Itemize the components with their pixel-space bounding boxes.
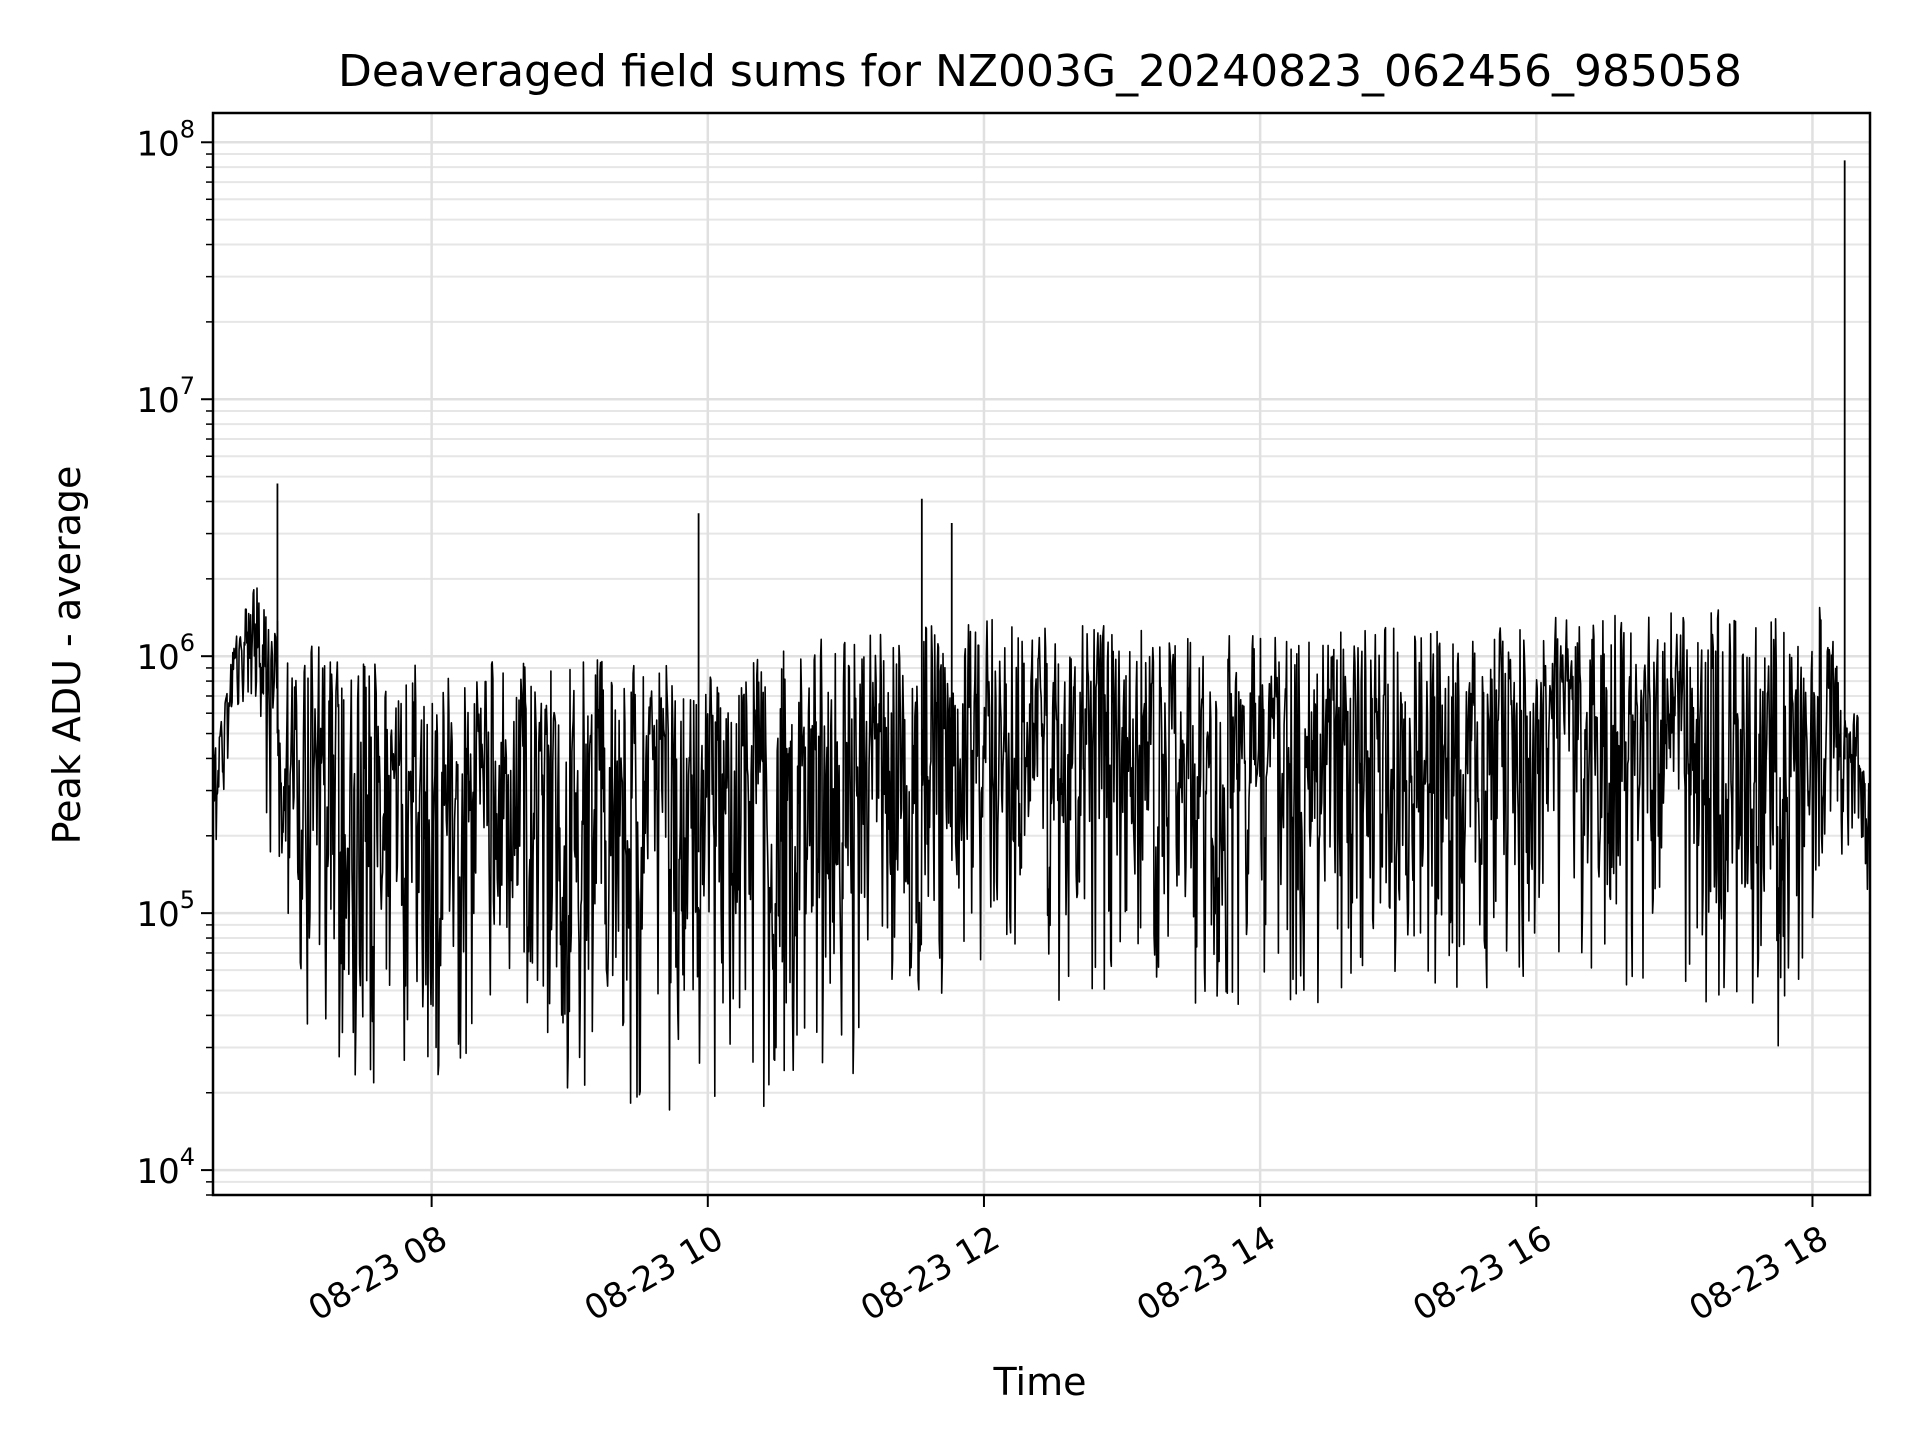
- y-tick-label: 104: [136, 1143, 195, 1192]
- y-tick-label: 106: [136, 629, 195, 678]
- x-tick-label: 08-23 08: [302, 1218, 454, 1329]
- data-series: [212, 160, 1871, 1111]
- x-tick-label: 08-23 10: [578, 1218, 730, 1329]
- series-line: [212, 587, 1871, 1111]
- x-axis-label: Time: [993, 1360, 1087, 1404]
- x-tick-label: 08-23 12: [854, 1218, 1006, 1329]
- x-tick-label: 08-23 16: [1406, 1218, 1558, 1329]
- y-tick-label: 108: [136, 115, 195, 164]
- x-tick-label: 08-23 14: [1130, 1218, 1282, 1329]
- y-tick-label: 107: [136, 372, 195, 421]
- y-tick-label: 105: [136, 886, 195, 935]
- y-axis-label: Peak ADU - average: [45, 466, 89, 845]
- chart-title: Deaveraged field sums for NZ003G_2024082…: [338, 46, 1742, 97]
- plot-frame: [211, 111, 1872, 1197]
- x-tick-label: 08-23 18: [1683, 1218, 1835, 1329]
